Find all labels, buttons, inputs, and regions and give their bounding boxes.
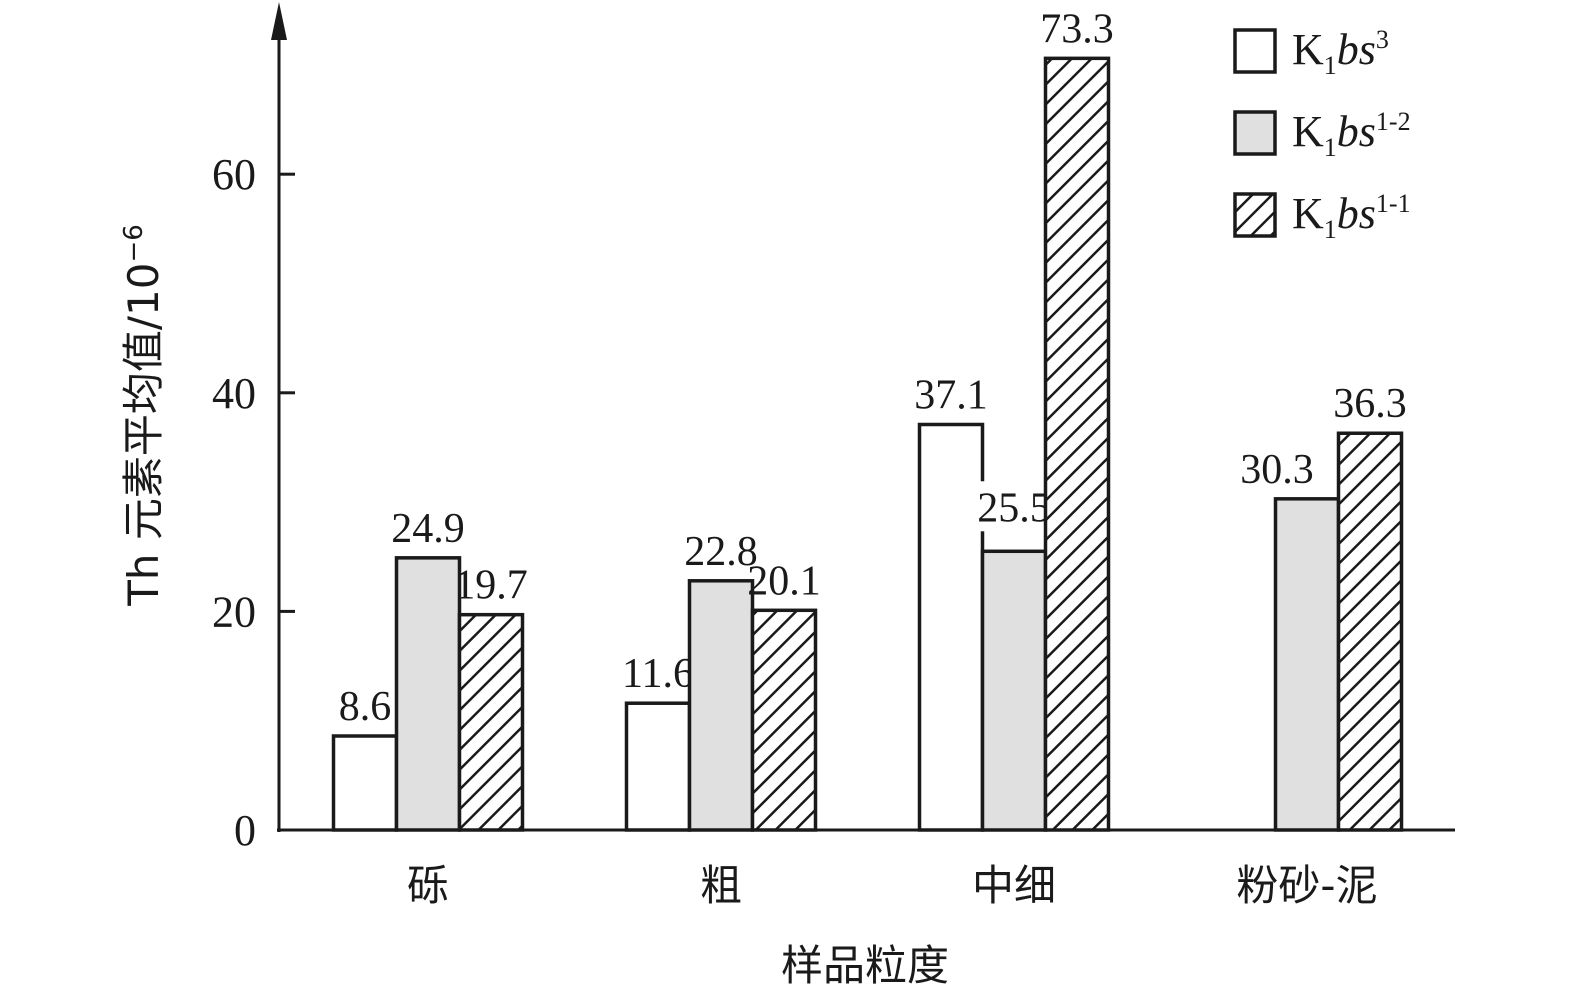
y-axis-arrow — [271, 2, 287, 40]
x-axis-title: 样品粒度 — [781, 941, 949, 990]
data-label: 22.8 — [684, 529, 758, 575]
data-label: 19.7 — [454, 563, 528, 609]
legend-label-sub: 1 — [1324, 215, 1337, 244]
bar — [1273, 497, 1341, 832]
legend-label: K1bs1-2 — [1292, 107, 1411, 162]
y-axis-title: Th 元素平均值/10−6 — [119, 224, 168, 607]
data-label: 8.6 — [339, 684, 392, 730]
legend-swatch — [1233, 192, 1277, 238]
data-label: 36.3 — [1333, 381, 1407, 427]
legend-label-sup: 1-2 — [1376, 107, 1411, 136]
legend-label-base: K — [1292, 189, 1324, 238]
legend-swatch — [1233, 28, 1277, 74]
legend-swatch — [1233, 110, 1277, 156]
y-tick-label: 60 — [212, 150, 256, 199]
data-label: 24.9 — [391, 506, 465, 552]
bar — [624, 701, 692, 832]
bar — [394, 556, 462, 832]
legend-label: K1bs1-1 — [1292, 189, 1411, 244]
y-axis-title-main: Th 元素平均值/10 — [119, 263, 168, 607]
data-label: 30.3 — [1240, 447, 1314, 493]
y-tick-label: 20 — [212, 587, 256, 636]
legend-label-sup: 3 — [1376, 25, 1389, 54]
bar — [750, 608, 818, 832]
bar — [331, 734, 399, 832]
legend-label-sub: 1 — [1324, 51, 1337, 80]
data-label: 73.3 — [1040, 6, 1114, 52]
data-label: 20.1 — [747, 558, 821, 604]
x-tick-label: 粉砂-泥 — [1236, 861, 1377, 910]
data-label: 11.6 — [622, 651, 694, 697]
legend-label-base: K — [1292, 107, 1324, 156]
x-tick-label: 粗 — [700, 861, 742, 910]
y-tick-label: 0 — [234, 806, 256, 855]
bar — [687, 579, 755, 832]
x-tick-label: 砾 — [407, 861, 449, 910]
legend-label-sup: 1-1 — [1376, 189, 1411, 218]
data-label: 25.5 — [977, 485, 1051, 531]
legend-label-base: K — [1292, 25, 1324, 74]
legend-label-ital: bs — [1337, 25, 1376, 74]
bar — [980, 549, 1048, 832]
y-tick-label: 40 — [212, 369, 256, 418]
legend-label-sub: 1 — [1324, 133, 1337, 162]
bar — [1336, 431, 1404, 832]
legend-label-ital: bs — [1337, 107, 1376, 156]
legend-label: K1bs3 — [1292, 25, 1389, 80]
bar — [1043, 56, 1111, 832]
x-tick-label: 中细 — [972, 861, 1056, 910]
legend-label-ital: bs — [1337, 189, 1376, 238]
data-label: 37.1 — [914, 372, 988, 418]
y-axis-title-exponent: −6 — [119, 224, 149, 262]
plot-area: 0 20 40 60 砾 8.6 24.9 19.7 粗 11.6 22.820.1 中细 37.1 25… — [212, 6, 1407, 910]
bar — [457, 612, 525, 832]
